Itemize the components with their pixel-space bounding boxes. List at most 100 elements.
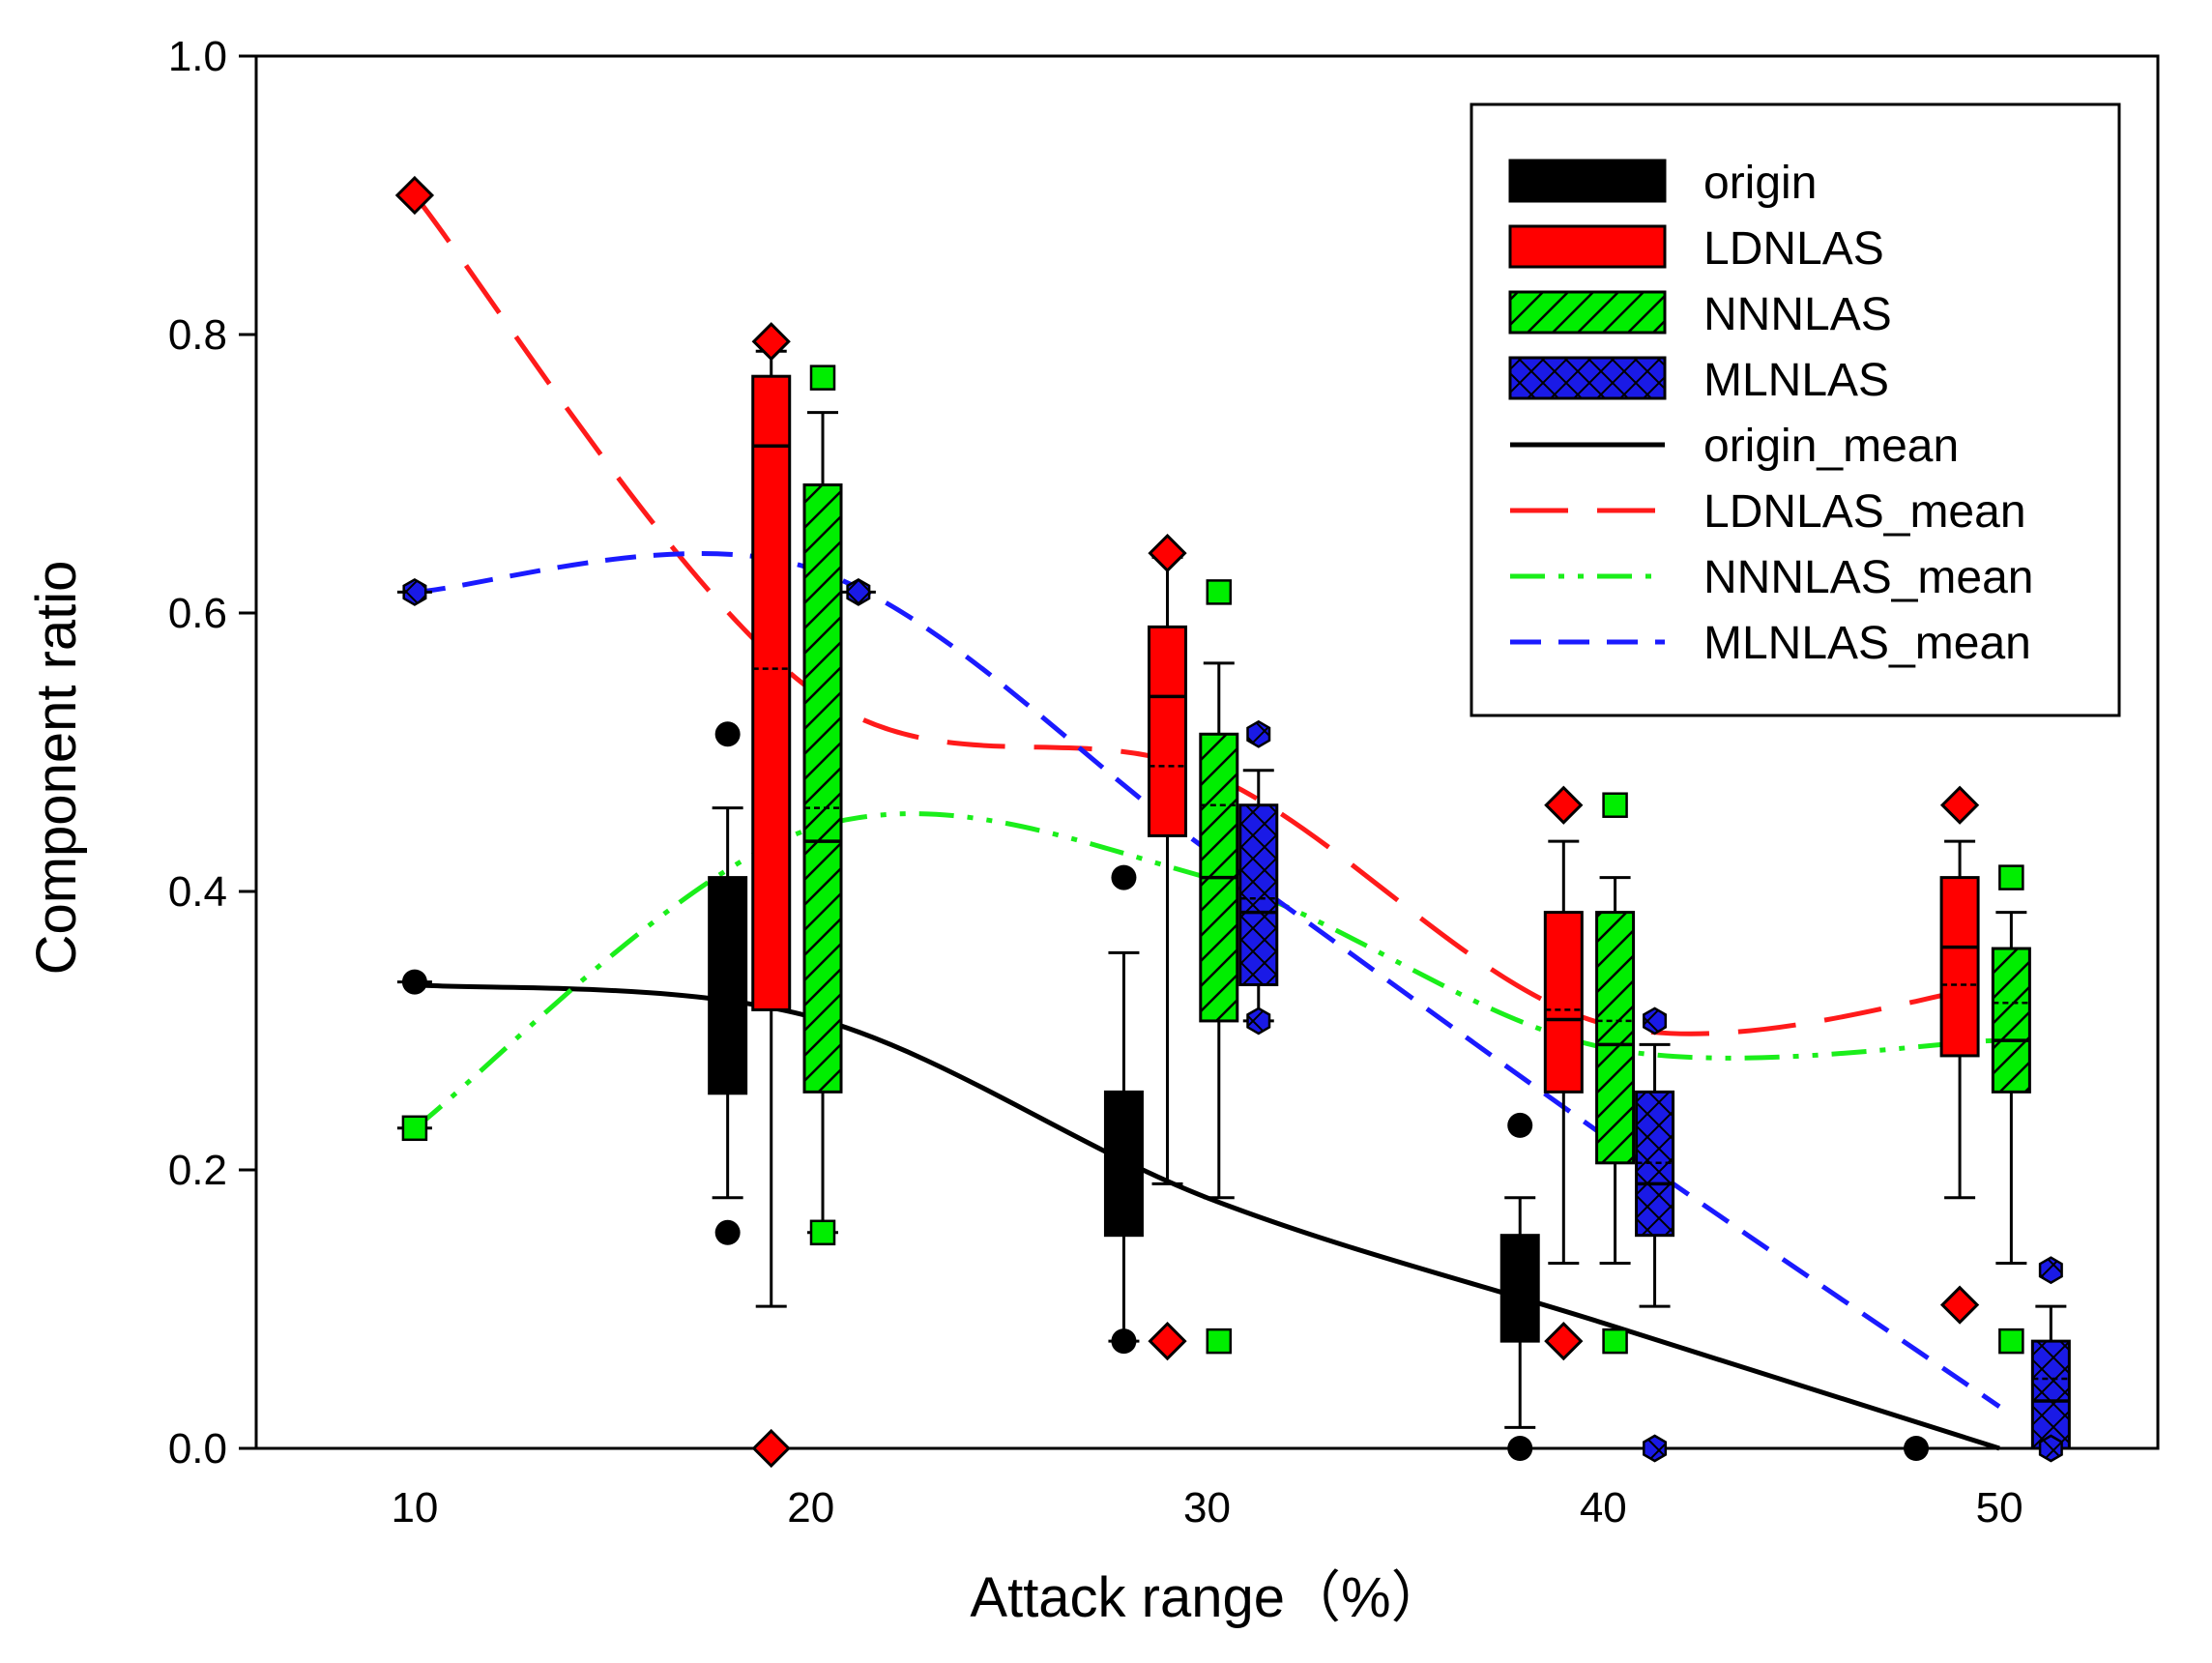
origin-box-group	[1499, 1112, 1540, 1461]
origin-box	[708, 876, 748, 1095]
ldnlas-box	[1939, 876, 1980, 1058]
mlnlas-outlier-point	[402, 577, 427, 606]
boxes	[394, 175, 2071, 1469]
ldnlas-box	[1543, 911, 1584, 1094]
legend-item-ldnlas_mean: LDNLAS_mean	[1510, 486, 2026, 538]
ldnlas-outlier-point	[1544, 785, 1584, 825]
mlnlas-box-group	[840, 577, 876, 606]
ldnlas-box-group	[394, 175, 435, 216]
legend-item-ldnlas: LDNLAS	[1508, 223, 1884, 275]
y-tick-label: 0.4	[168, 868, 227, 916]
legend-label: MLNLAS_mean	[1703, 618, 2031, 669]
mean-line-ldnlas	[412, 193, 2000, 1036]
y-tick-label: 0.8	[168, 311, 227, 359]
ldnlas-outlier-point	[751, 322, 791, 362]
origin-outlier-point	[714, 721, 741, 747]
mlnlas-outlier-point	[1246, 1007, 1271, 1036]
nnnlas-outlier-point	[1206, 579, 1233, 605]
nnnlas-box	[1595, 911, 1636, 1165]
nnnlas-box-group	[1199, 579, 1239, 1355]
legend-item-nnnlas_mean: NNNLAS_mean	[1510, 552, 2033, 603]
axes: 0.0 0.2 0.4 0.6 0.8 1.0 10 20 30 40 50	[168, 33, 2023, 1532]
legend-swatch	[1508, 290, 1667, 335]
y-tick-label: 0.6	[168, 590, 227, 637]
nnnlas-outlier-point	[1998, 1327, 2024, 1355]
origin-outlier-point	[714, 1219, 741, 1245]
legend-item-origin_mean: origin_mean	[1510, 421, 1959, 472]
origin-outlier-point	[1904, 1436, 1930, 1461]
nnnlas-outlier-point	[1602, 792, 1628, 818]
ldnlas-outlier-point	[1939, 785, 1980, 825]
nnnlas-outlier-point	[1998, 864, 2024, 890]
legend-label: LDNLAS_mean	[1703, 486, 2026, 538]
legend: origin LDNLAS NNNLAS MLNLAS origin_mean LDNLA…	[1470, 102, 2121, 717]
origin-box-group	[396, 969, 432, 995]
ldnlas-box	[751, 374, 792, 1011]
legend-item-nnnlas: NNNLAS	[1508, 289, 1892, 340]
nnnlas-box	[802, 483, 843, 1094]
nnnlas-box-group	[802, 365, 843, 1246]
legend-label: origin_mean	[1703, 421, 1959, 472]
legend-label: LDNLAS	[1703, 223, 1884, 275]
legend-swatch	[1508, 356, 1667, 400]
mlnlas-outlier-point	[2038, 1256, 2063, 1285]
legend-item-origin: origin	[1508, 158, 1817, 209]
mlnlas-box	[2030, 1339, 2071, 1450]
legend-frame	[1470, 102, 2121, 717]
x-tick-label: 40	[1580, 1484, 1627, 1532]
legend-label: NNNLAS	[1703, 289, 1892, 340]
origin-box-group	[1103, 864, 1144, 1355]
ldnlas-outlier-point	[1939, 1285, 1980, 1325]
plot-area-frame	[254, 54, 2160, 1450]
y-tick-label: 1.0	[168, 33, 227, 80]
ldnlas-box-group	[1939, 785, 1980, 1325]
nnnlas-box	[1991, 947, 2031, 1094]
nnnlas-outlier-point	[401, 1115, 428, 1142]
ldnlas-outlier-point	[1148, 533, 1187, 573]
origin-box-group	[708, 721, 748, 1245]
ldnlas-outlier-point	[751, 1428, 791, 1469]
origin-outlier-point	[1111, 864, 1137, 890]
legend-label: MLNLAS	[1703, 355, 1889, 406]
nnnlas-box-group	[1595, 792, 1636, 1355]
origin-outlier-point	[1507, 1436, 1533, 1461]
origin-outlier-point	[1507, 1112, 1533, 1138]
ldnlas-box	[1148, 625, 1188, 837]
nnnlas-box-group	[1991, 864, 2031, 1355]
y-tick-label: 0.0	[168, 1425, 227, 1473]
legend-label: origin	[1703, 158, 1817, 209]
origin-outlier-point	[1111, 1328, 1137, 1355]
x-tick-label: 20	[787, 1484, 834, 1532]
mlnlas-box-group	[2030, 1256, 2071, 1463]
ldnlas-outlier-point	[394, 175, 435, 216]
mlnlas-outlier-point	[1643, 1434, 1668, 1463]
mlnlas-box-group	[1635, 1007, 1675, 1463]
mlnlas-box	[1238, 803, 1279, 986]
mean-line-origin	[414, 981, 2000, 1451]
mlnlas-box-group	[396, 577, 432, 606]
y-axis-title: Component ratio	[25, 561, 88, 976]
x-tick-label: 50	[1976, 1484, 2023, 1532]
nnnlas-box-group	[396, 1115, 432, 1142]
origin-box-group	[1899, 1436, 1935, 1461]
x-tick-label: 30	[1183, 1484, 1231, 1532]
ldnlas-outlier-point	[1148, 1321, 1187, 1361]
legend-swatch	[1508, 159, 1667, 203]
ldnlas-box-group	[1148, 533, 1188, 1361]
mlnlas-outlier-point	[2038, 1434, 2063, 1463]
nnnlas-outlier-point	[1602, 1327, 1628, 1355]
legend-item-mlnlas: MLNLAS	[1508, 355, 1889, 406]
nnnlas-outlier-point	[809, 1219, 836, 1246]
x-axis-title: Attack range（%）	[970, 1566, 1446, 1629]
mlnlas-outlier-point	[846, 577, 871, 606]
x-tick-label: 10	[391, 1484, 438, 1532]
nnnlas-outlier-point	[1206, 1327, 1233, 1355]
origin-outlier-point	[401, 969, 427, 995]
legend-label: NNNLAS_mean	[1703, 552, 2033, 603]
y-tick-label: 0.2	[168, 1147, 227, 1194]
legend-item-mlnlas_mean: MLNLAS_mean	[1510, 618, 2031, 669]
mlnlas-outlier-point	[1643, 1007, 1668, 1036]
mlnlas-box-group	[1238, 719, 1279, 1036]
ldnlas-box-group	[1543, 785, 1584, 1361]
